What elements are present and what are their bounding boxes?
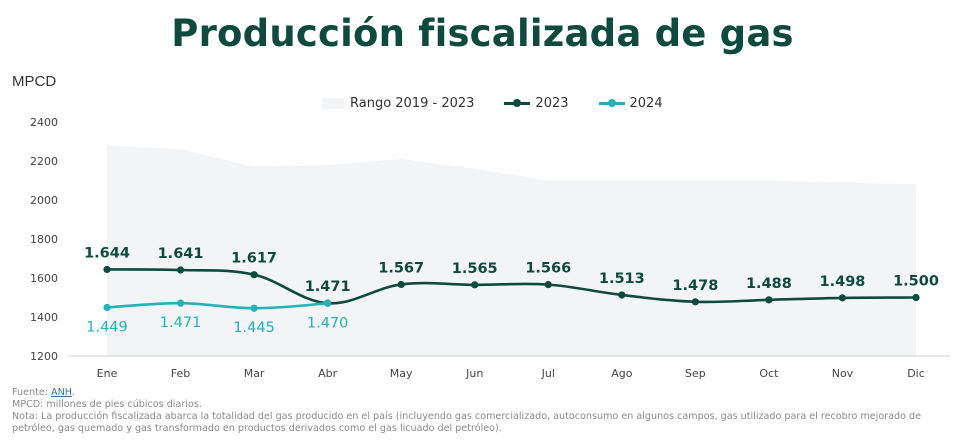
x-tick-label: Oct xyxy=(759,367,779,380)
series-2023-data-label: 1.498 xyxy=(820,274,866,290)
legend-2023-label: 2023 xyxy=(535,96,569,111)
series-2024-data-label: 1.471 xyxy=(160,315,202,331)
x-tick-label: Feb xyxy=(171,367,190,380)
source-link[interactable]: ANH xyxy=(51,387,72,398)
series-2024-data-label: 1.470 xyxy=(307,315,349,331)
series-2023-data-label: 1.488 xyxy=(746,276,792,292)
series-2023-point xyxy=(838,294,847,302)
series-2024-data-label: 1.449 xyxy=(86,319,128,335)
series-2024-point xyxy=(324,299,332,307)
series-2023-point xyxy=(176,266,185,274)
x-tick-label: Mar xyxy=(244,367,265,380)
series-2023-point xyxy=(250,271,258,279)
series-2024-point xyxy=(250,304,258,312)
series-2023-data-label: 1.513 xyxy=(599,271,645,287)
x-tick-label: Jun xyxy=(465,367,483,380)
x-tick-label: Nov xyxy=(832,367,854,380)
y-tick-label: 1800 xyxy=(30,233,58,246)
series-2023-data-label: 1.566 xyxy=(525,261,571,277)
legend-item-2023: 2023 xyxy=(504,96,569,111)
series-2023-point xyxy=(912,293,920,302)
x-tick-label: Ago xyxy=(611,367,633,380)
legend-2023-swatch xyxy=(504,99,531,107)
legend-2024-swatch xyxy=(598,99,625,107)
series-2023-data-label: 1.617 xyxy=(231,251,277,267)
y-tick-label: 2000 xyxy=(30,194,58,207)
chart-footer: Fuente: ANH. MPCD: millones de pies cúbi… xyxy=(12,387,962,435)
series-2024-line xyxy=(106,301,328,310)
legend-item-range: Rango 2019 - 2023 xyxy=(322,96,474,111)
x-tick-label: May xyxy=(390,367,413,380)
chart-legend: Rango 2019 - 2023 2023 2024 xyxy=(322,96,693,111)
series-2023-point xyxy=(544,281,552,289)
series-2023-point xyxy=(618,291,626,299)
source-prefix: Fuente: xyxy=(12,387,52,398)
series-2023-data-label: 1.565 xyxy=(452,261,498,277)
series-2023-data-label: 1.567 xyxy=(378,260,424,276)
x-tick-label: Dic xyxy=(907,367,925,380)
y-tick-label: 1600 xyxy=(30,272,58,285)
series-2023-data-label: 1.641 xyxy=(158,246,204,262)
y-tick-label: 2200 xyxy=(30,155,58,168)
y-tick-label: 1200 xyxy=(30,350,58,363)
series-2023-line xyxy=(106,268,917,305)
series-2023-data-label: 1.644 xyxy=(84,245,130,261)
series-2023-point xyxy=(765,296,773,304)
footnote: Nota: La producción fiscalizada abarca l… xyxy=(12,411,922,434)
series-2023-point xyxy=(691,298,699,306)
series-2023-point xyxy=(471,281,479,289)
source-suffix: . xyxy=(71,387,75,398)
series-2024-point xyxy=(103,303,111,312)
legend-range-label: Rango 2019 - 2023 xyxy=(350,96,475,111)
series-2023-data-label: 1.478 xyxy=(672,278,718,294)
series-2023-point xyxy=(103,265,111,274)
y-axis-unit-label: MPCD xyxy=(12,73,57,90)
x-tick-label: Abr xyxy=(318,367,338,380)
x-tick-label: Jul xyxy=(541,367,555,380)
y-tick-label: 1400 xyxy=(30,311,58,324)
range-band-area xyxy=(107,145,916,356)
line-chart: 1200 1400 1600 1800 2000 2200 2400 Ene Feb Mar Abr… xyxy=(30,116,950,380)
source-line: Fuente: ANH. xyxy=(12,387,962,399)
series-2024-point xyxy=(176,299,185,307)
mpcd-definition: MPCD: millones de pies cúbicos diarios. xyxy=(12,399,202,410)
series-2023-data-label: 1.500 xyxy=(893,274,939,290)
legend-2024-label: 2024 xyxy=(629,96,663,111)
series-2023-point xyxy=(397,280,405,289)
x-tick-label: Sep xyxy=(685,367,706,380)
series-2023-data-label: 1.471 xyxy=(305,279,351,295)
series-2024-data-label: 1.445 xyxy=(233,320,275,336)
chart-title: Producción fiscalizada de gas xyxy=(171,12,794,55)
x-tick-label: Ene xyxy=(97,367,118,380)
y-tick-label: 2400 xyxy=(30,116,58,129)
legend-item-2024: 2024 xyxy=(598,96,663,111)
legend-range-swatch xyxy=(322,98,344,109)
